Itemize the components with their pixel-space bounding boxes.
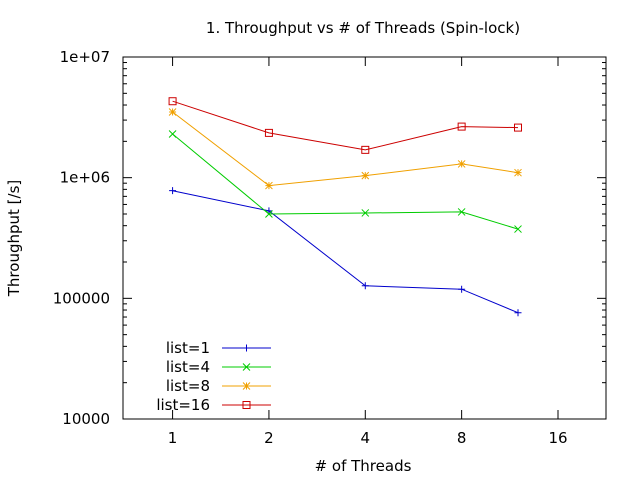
x-tick-label: 8 — [457, 429, 467, 447]
data-point — [361, 145, 370, 154]
legend-item: list=16 — [156, 396, 271, 414]
series-line — [172, 111, 519, 187]
legend-label: list=1 — [166, 339, 210, 357]
data-point — [265, 181, 273, 190]
series-line — [172, 133, 519, 230]
data-point — [514, 168, 522, 177]
y-axis: 10000 100000 1e+06 1e+07 — [53, 48, 606, 428]
chart-title: 1. Throughput vs # of Threads (Spin-lock… — [206, 19, 520, 37]
y-tick-label: 1e+07 — [60, 48, 110, 66]
data-point — [168, 130, 177, 138]
data-point — [514, 225, 522, 233]
legend-item: list=1 — [166, 339, 271, 357]
data-point — [361, 171, 370, 180]
legend-label: list=16 — [156, 396, 210, 414]
series-line — [172, 190, 519, 314]
legend-item: list=4 — [166, 358, 271, 376]
x-tick-label: 2 — [264, 429, 274, 447]
y-tick-label: 10000 — [62, 410, 110, 428]
data-point — [457, 160, 466, 168]
legend-label: list=4 — [166, 358, 210, 376]
legend-item: list=8 — [166, 377, 271, 395]
data-point — [265, 207, 273, 215]
data-point — [264, 128, 273, 137]
series-list-4 — [168, 130, 522, 233]
data-point — [514, 309, 522, 317]
x-tick-label: 4 — [361, 429, 371, 447]
x-axis-label: # of Threads — [315, 457, 412, 475]
series-list-8 — [168, 108, 522, 190]
series-layer — [168, 97, 523, 317]
legend-label: list=8 — [166, 377, 210, 395]
data-point — [361, 282, 369, 290]
data-point — [242, 382, 251, 390]
data-point — [514, 123, 523, 132]
plot-frame — [122, 56, 607, 420]
data-point — [457, 208, 466, 216]
data-point — [169, 187, 177, 195]
data-point — [242, 363, 251, 371]
data-point — [265, 210, 273, 218]
series-list-16 — [168, 97, 523, 154]
x-tick-label: 16 — [548, 429, 567, 447]
data-point — [457, 122, 466, 131]
data-point — [243, 344, 250, 352]
y-axis-label: Throughput [/s] — [5, 180, 23, 297]
data-point — [242, 401, 251, 409]
y-tick-label: 100000 — [53, 289, 110, 307]
data-point — [458, 285, 466, 293]
series-list-1 — [169, 187, 522, 317]
data-point — [168, 108, 177, 116]
y-tick-label: 1e+06 — [60, 169, 110, 187]
data-point — [361, 209, 370, 217]
x-tick-label: 1 — [168, 429, 178, 447]
series-line — [172, 100, 519, 151]
x-axis: 1 2 4 8 16 — [168, 57, 568, 447]
data-point — [168, 97, 177, 106]
